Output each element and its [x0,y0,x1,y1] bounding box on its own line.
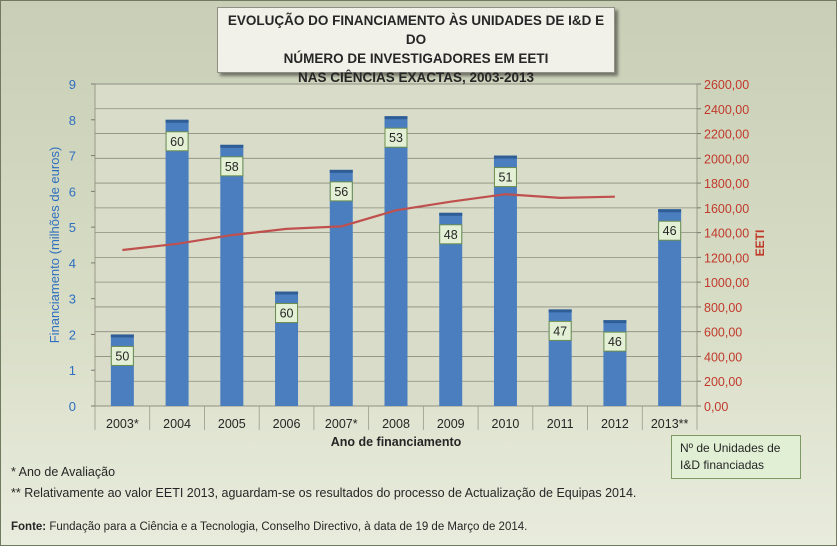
bar-top-edge [165,119,189,123]
bar-top-edge [384,116,408,120]
y-tick-label: 0 [69,399,76,414]
bar-data-label-box [110,345,134,366]
bar-top-edge [658,209,682,213]
bar-data-label: 46 [608,335,622,349]
bar-data-label: 58 [225,160,239,174]
bar [220,144,244,407]
x-tick-label: 2006 [273,417,301,431]
y-tick-label: 6 [69,184,76,199]
bar [493,155,517,406]
y2-tick-label: 400,00 [704,350,742,364]
bar-data-label: 50 [115,349,129,363]
bar [329,169,353,406]
x-tick-label: 2007* [325,417,358,431]
bar-data-label: 53 [389,131,403,145]
source-note: Fonte: Fundação para a Ciência e a Tecno… [11,521,527,533]
bar-data-label: 60 [170,135,184,149]
bar-data-label: 56 [334,185,348,199]
y2-tick-label: 2600,00 [704,78,749,92]
y2-tick-label: 2200,00 [704,128,749,142]
y-tick-label: 8 [69,113,76,128]
y2-axis-title: EETI [753,230,767,257]
bar-data-label-box [603,331,627,352]
bar-data-label: 48 [444,228,458,242]
chart-title: EVOLUÇÃO DO FINANCIAMENTO ÀS UNIDADES DE… [217,7,615,85]
y-tick-label: 2 [69,327,76,342]
legend-line-2: I&D financiadas [680,458,765,472]
legend-box: Nº de Unidades de I&D financiadas [671,435,801,479]
y-tick-label: 9 [69,77,76,92]
bar-top-edge [110,334,134,338]
bar-data-label-box [275,303,299,324]
bar-data-label-box [658,220,682,241]
y2-tick-label: 2400,00 [704,103,749,117]
y2-tick-label: 1600,00 [704,202,749,216]
bar-data-label-box [493,167,517,188]
bar-data-label-box [384,127,408,148]
chart-title-line-3: NAS CIÊNCIAS EXACTAS, 2003-2013 [297,70,535,85]
y-tick-label: 4 [69,256,76,271]
bar-data-label: 51 [499,171,513,185]
y2-tick-label: 0,00 [704,400,728,414]
y-tick-label: 5 [69,220,76,235]
x-tick-label: 2011 [547,417,574,431]
y2-tick-label: 200,00 [704,375,742,389]
y-tick-label: 1 [69,363,76,378]
x-tick-label: 2003* [106,417,139,431]
y2-tick-label: 1000,00 [704,276,749,290]
x-tick-label: 2005 [218,417,246,431]
x-tick-label: 2013** [651,417,689,431]
bar-top-edge [275,291,299,295]
source-label: Fonte: [11,521,47,533]
y2-tick-label: 1800,00 [704,177,749,191]
x-tick-label: 2010 [492,417,520,431]
footnote-eeti-2013: ** Relativamente ao valor EETI 2013, agu… [11,486,637,500]
bar [384,116,408,406]
y2-tick-label: 600,00 [704,326,742,340]
x-tick-label: 2008 [382,417,410,431]
bar [110,334,134,406]
bar-top-edge [439,212,463,216]
bar-data-label: 47 [553,324,567,338]
y-tick-label: 3 [69,292,76,307]
x-tick-label: 2012 [601,417,629,431]
legend-line-1: Nº de Unidades de [680,441,781,455]
source-text: Fundação para a Ciência e a Tecnologia, … [46,521,528,533]
footnote-evaluation-year: * Ano de Avaliação [11,465,116,479]
bar-top-edge [603,320,627,324]
bar-top-edge [493,155,517,159]
bar-data-label: 46 [663,224,677,238]
chart-title-line-1: EVOLUÇÃO DO FINANCIAMENTO ÀS UNIDADES DE… [227,13,605,47]
x-tick-label: 2004 [163,417,191,431]
bar-top-edge [329,169,353,173]
bar [165,119,189,407]
y-axis-title: Financiamento (milhões de euros) [47,147,62,344]
bar-data-label-box [439,224,463,245]
bar-top-edge [220,144,244,148]
bar [439,212,463,406]
y-tick-label: 7 [69,149,76,164]
y2-tick-label: 2000,00 [704,152,749,166]
y2-tick-label: 1200,00 [704,251,749,265]
bar-data-label-box [220,156,244,177]
x-axis-title: Ano de financiamento [331,435,462,449]
bar-data-label: 60 [280,307,294,321]
bar-data-label-box [165,131,189,152]
y2-tick-label: 1400,00 [704,227,749,241]
y2-tick-label: 800,00 [704,301,742,315]
bar-data-label-box [329,181,353,202]
bar [658,209,682,406]
chart-title-line-2: NÚMERO DE INVESTIGADORES EM EETI [283,51,549,66]
x-tick-label: 2009 [437,417,465,431]
bar-data-label-box [548,320,572,341]
eeti-line [122,193,615,252]
bar-top-edge [548,309,572,313]
